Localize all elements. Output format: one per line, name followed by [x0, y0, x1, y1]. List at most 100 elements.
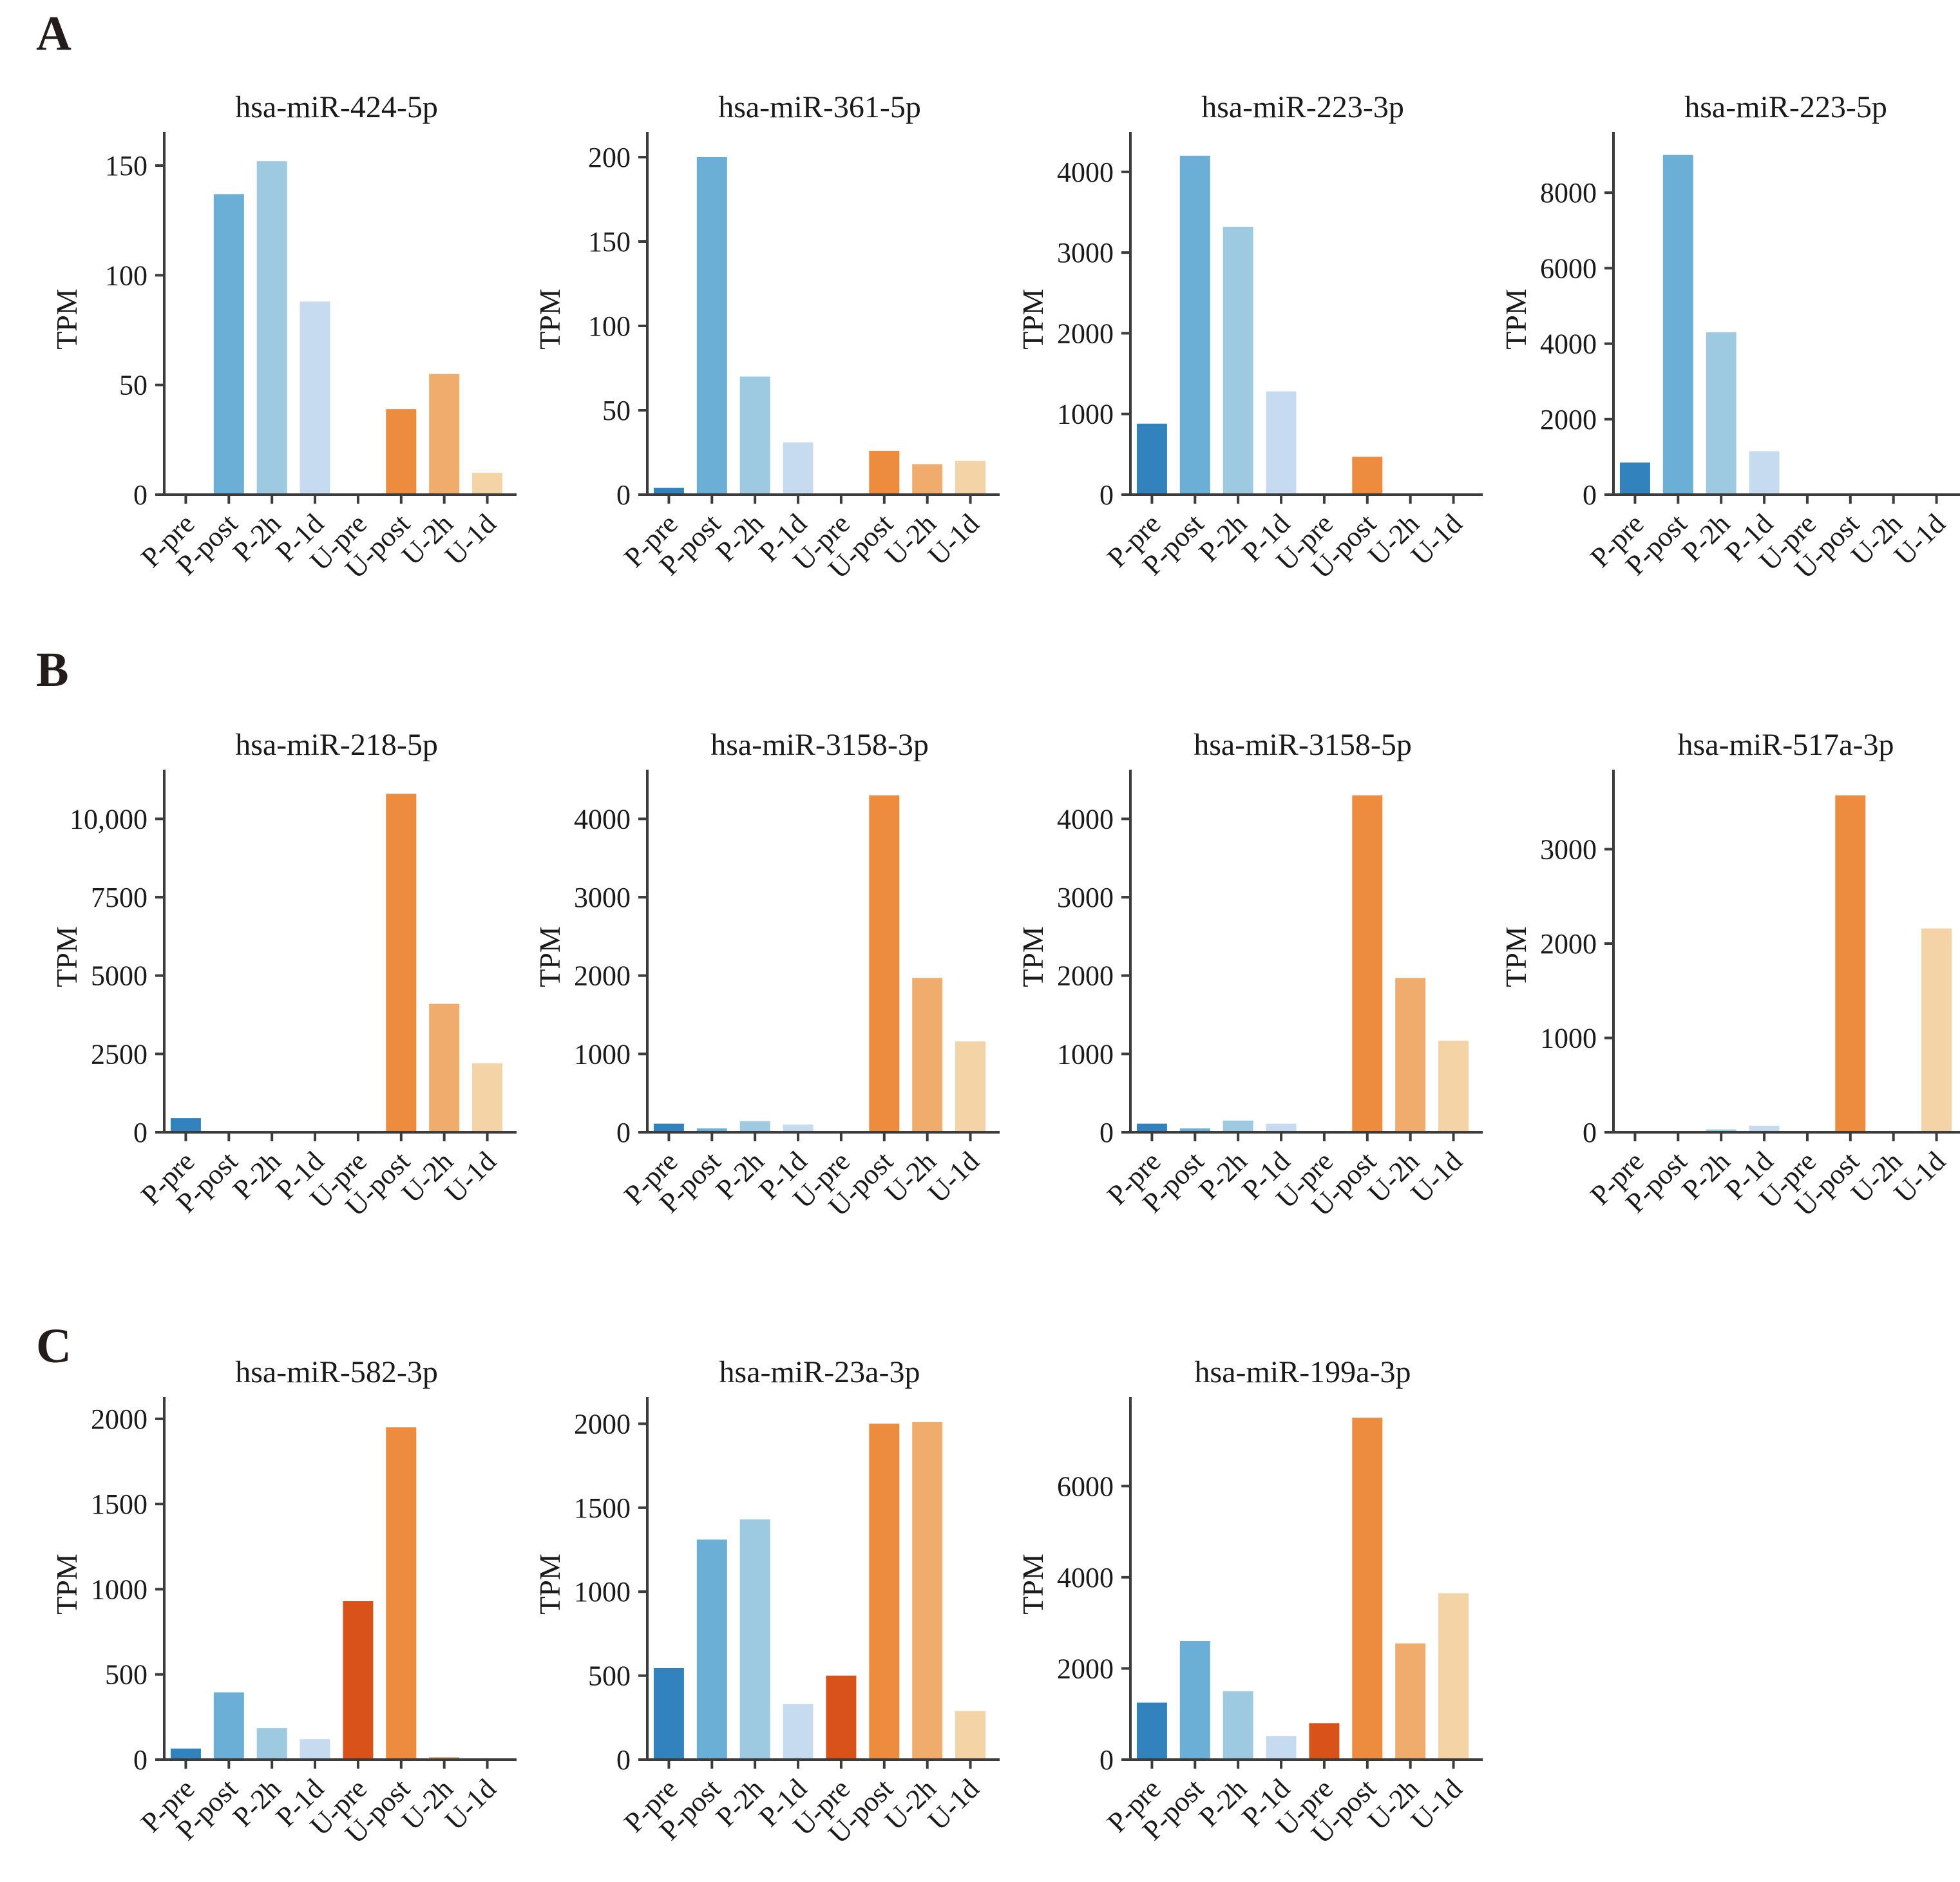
chart-hsa-miR-3158-3p: hsa-miR-3158-3pTPM01000200030004000P-pre… [533, 728, 1000, 1222]
bar-P-2h [739, 1121, 770, 1132]
y-tick-label: 4000 [1540, 328, 1597, 360]
y-tick-label: 4000 [574, 803, 631, 835]
y-tick-label: 50 [119, 370, 147, 401]
y-tick-label: 0 [1099, 1117, 1114, 1148]
y-tick-label: 0 [133, 1117, 147, 1148]
bar-U-post [869, 795, 900, 1132]
bar-P-pre [1619, 462, 1650, 495]
chart-title: hsa-miR-3158-3p [710, 728, 929, 762]
y-tick-label: 0 [1583, 1117, 1597, 1148]
bar-U-post [869, 1423, 900, 1760]
bar-P-pre [170, 1118, 201, 1132]
chart-title: hsa-miR-223-5p [1684, 90, 1887, 124]
chart-hsa-miR-23a-3p: hsa-miR-23a-3pTPM0500100015002000P-preP-… [533, 1355, 1000, 1850]
y-tick-label: 150 [105, 150, 147, 182]
bar-P-2h [1706, 332, 1736, 495]
y-tick-label: 3000 [1057, 882, 1114, 913]
chart-title: hsa-miR-218-5p [235, 728, 438, 762]
y-axis-label: TPM [1016, 926, 1049, 987]
bar-P-2h [256, 1728, 287, 1760]
y-tick-label: 2000 [574, 960, 631, 992]
y-tick-label: 3000 [574, 882, 631, 913]
bar-P-1d [300, 1739, 330, 1760]
y-tick-label: 200 [588, 142, 631, 173]
chart-title: hsa-miR-361-5p [718, 90, 921, 124]
y-tick-label: 1000 [91, 1573, 147, 1605]
panel-a-chart-row: hsa-miR-424-5p TPM 0 50 100 150 P-pre P-post P-2… [48, 82, 1960, 617]
bar-P-1d [1266, 391, 1297, 495]
x-tick-label-U-1d: U-1d [1405, 1145, 1469, 1209]
bar-U-pre [343, 1601, 374, 1760]
bar-P-1d [783, 442, 813, 495]
y-tick-label: 6000 [1057, 1470, 1114, 1502]
y-tick-label: 1000 [1057, 1038, 1114, 1070]
bar-P-2h [256, 161, 287, 495]
bar-U-1d [955, 1711, 986, 1760]
bar-P-post [1179, 1640, 1210, 1760]
bar-U-post [1352, 795, 1383, 1132]
bar-P-post [213, 1692, 244, 1760]
y-axis-label: TPM [533, 1554, 566, 1615]
y-tick-label: 150 [588, 226, 631, 258]
y-tick-label: 100 [105, 260, 147, 291]
chart-title: hsa-miR-3158-5p [1194, 728, 1412, 762]
y-tick-label: 500 [588, 1660, 631, 1692]
y-tick-label: 100 [588, 310, 631, 342]
x-tick-label-U-1d: U-1d [439, 1145, 502, 1209]
bar-P-1d [783, 1704, 813, 1760]
bar-P-pre [653, 1668, 684, 1760]
y-axis-label: TPM [1499, 926, 1532, 987]
bar-P-1d [783, 1124, 813, 1132]
bar-U-2h [912, 1421, 943, 1760]
y-tick-label: 3000 [1540, 833, 1597, 865]
bar-U-pre [1309, 1723, 1340, 1760]
y-tick-label: 1000 [574, 1038, 631, 1070]
bar-P-pre [1136, 1702, 1167, 1760]
bar-P-post [1662, 155, 1693, 495]
y-tick-label: 2000 [574, 1408, 631, 1440]
chart-hsa-miR-424-5p: hsa-miR-424-5pTPM050100150P-preP-postP-2… [50, 90, 517, 585]
y-axis-label: TPM [1016, 289, 1049, 350]
y-axis-label: TPM [50, 289, 83, 350]
bar-U-2h [429, 374, 460, 495]
bar-U-1d [1921, 928, 1952, 1132]
y-tick-label: 1000 [1057, 399, 1114, 430]
y-tick-label: 7500 [91, 882, 147, 913]
bar-P-1d [1749, 451, 1780, 495]
y-tick-label: 10,000 [70, 803, 147, 835]
x-tick-label-U-1d: U-1d [922, 508, 985, 571]
y-axis-label: TPM [533, 926, 566, 987]
bar-P-post [696, 157, 727, 495]
x-tick-label-U-1d: U-1d [439, 508, 502, 571]
bar-P-2h [739, 1519, 770, 1760]
chart-title: hsa-miR-582-3p [235, 1355, 438, 1389]
bar-U-1d [472, 472, 503, 495]
bar-U-post [386, 794, 417, 1132]
y-tick-label: 6000 [1540, 252, 1597, 284]
bar-P-2h [1223, 1120, 1253, 1132]
bar-P-pre [170, 1748, 201, 1760]
bar-U-2h [429, 1003, 460, 1132]
bar-P-post [1179, 1128, 1210, 1132]
bar-U-post [386, 409, 417, 495]
bar-U-2h [912, 464, 943, 495]
x-tick-label-U-1d: U-1d [1888, 1145, 1952, 1209]
chart-title: hsa-miR-223-3p [1201, 90, 1404, 124]
y-tick-label: 3000 [1057, 237, 1114, 269]
x-tick-label-U-1d: U-1d [1405, 1773, 1469, 1836]
y-tick-label: 4000 [1057, 157, 1114, 188]
chart-hsa-miR-218-5p: hsa-miR-218-5pTPM025005000750010,000P-pr… [50, 728, 517, 1222]
bar-P-post [696, 1128, 727, 1132]
x-tick-label-U-1d: U-1d [922, 1145, 985, 1209]
bar-U-1d [955, 1041, 986, 1132]
bar-P-post [1179, 155, 1210, 495]
y-tick-label: 2000 [1540, 404, 1597, 435]
chart-hsa-miR-199a-3p: hsa-miR-199a-3pTPM0200040006000P-preP-po… [1016, 1355, 1483, 1850]
chart-title: hsa-miR-199a-3p [1195, 1355, 1411, 1389]
bar-P-1d [1266, 1736, 1297, 1760]
y-axis-label: TPM [1016, 1554, 1049, 1615]
y-tick-label: 4000 [1057, 803, 1114, 835]
bar-P-2h [1223, 1691, 1253, 1760]
bar-U-post [1835, 795, 1866, 1132]
bar-P-2h [1706, 1129, 1736, 1132]
